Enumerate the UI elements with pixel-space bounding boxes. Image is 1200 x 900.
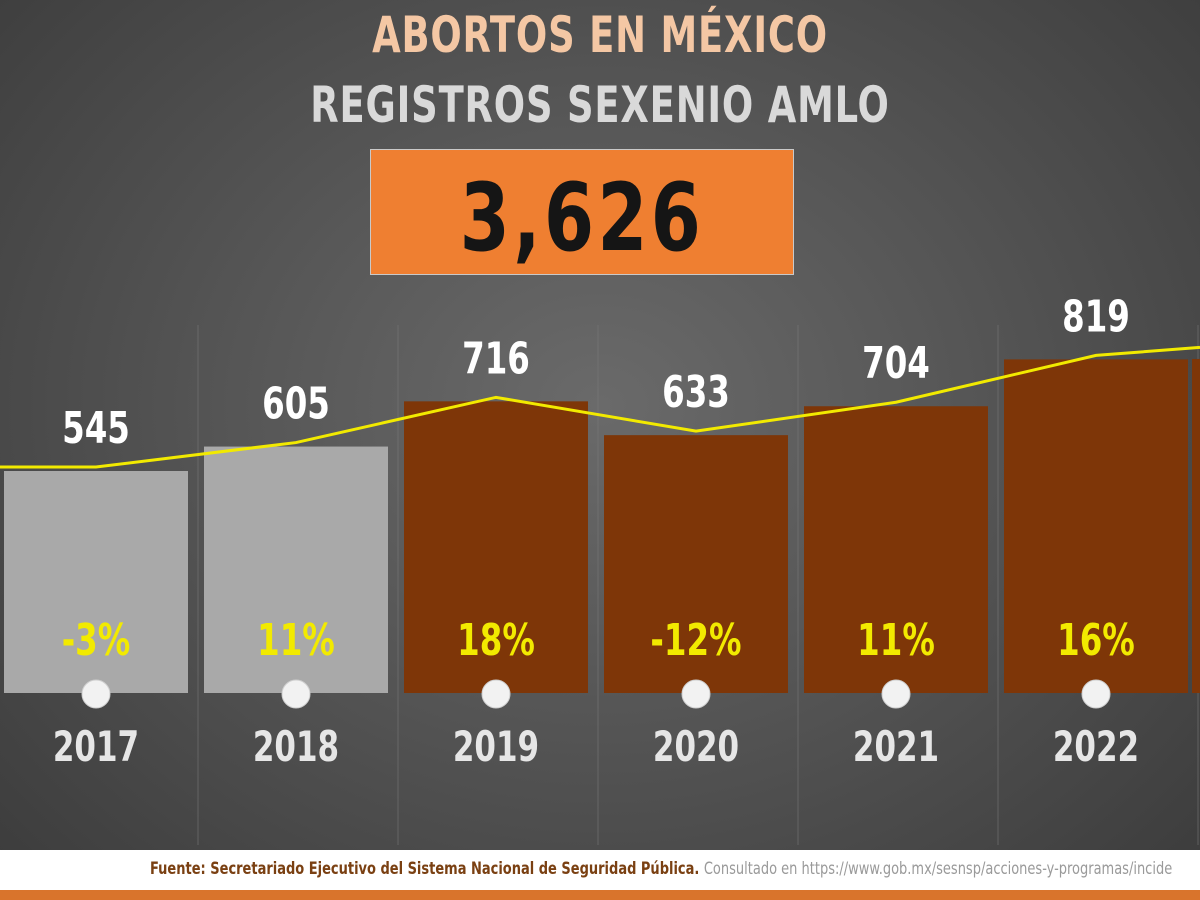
chart-area: ABORTOS EN MÉXICO REGISTROS SEXENIO AMLO…	[0, 6, 1200, 845]
consulted-url: Consultado en https://www.gob.mx/sesnsp/…	[703, 859, 1173, 879]
source-label: Fuente: Secretariado Ejecutivo del Siste…	[150, 859, 700, 879]
value-label-2022: 819	[1062, 292, 1130, 342]
value-label-2018: 605	[262, 379, 330, 429]
source-note: Fuente: Secretariado Ejecutivo del Siste…	[150, 859, 1172, 879]
percent-label-2021: 11%	[857, 616, 935, 666]
year-label-2021: 2021	[853, 723, 939, 772]
year-label-2020: 2020	[653, 723, 739, 772]
footer-accent-bar	[0, 890, 1200, 900]
percent-label-2017: -3%	[62, 616, 131, 666]
percent-label-2019: 18%	[457, 616, 535, 666]
year-label-2022: 2022	[1053, 723, 1139, 772]
bar-2022	[1004, 359, 1188, 693]
bar-2017	[4, 471, 188, 693]
bar-2018	[204, 446, 388, 693]
year-marker-2019	[481, 679, 511, 709]
year-label-2019: 2019	[453, 723, 539, 772]
bar-2019	[404, 401, 588, 693]
year-label-2018: 2018	[253, 723, 339, 772]
value-label-2021: 704	[862, 339, 930, 389]
value-label-2019: 716	[462, 334, 530, 384]
year-marker-2020	[681, 679, 711, 709]
year-marker-2022	[1081, 679, 1111, 709]
bar-next-partial	[1192, 358, 1200, 693]
year-marker-2021	[881, 679, 911, 709]
percent-label-2018: 11%	[257, 616, 335, 666]
year-marker-2017	[81, 679, 111, 709]
percent-label-2022: 16%	[1057, 616, 1135, 666]
total-value: 3,626	[459, 164, 705, 273]
year-marker-2018	[281, 679, 311, 709]
value-label-2017: 545	[62, 404, 130, 454]
bar-2020	[604, 435, 788, 693]
bar-chart: 545 -3% 2017 605 11% 2018 716 18% 2019 633 -12% 202…	[0, 292, 1200, 845]
chart-title: ABORTOS EN MÉXICO	[372, 6, 828, 64]
chart-subtitle: REGISTROS SEXENIO AMLO	[310, 76, 890, 134]
total-box: 3,626	[370, 149, 794, 275]
year-label-2017: 2017	[53, 723, 139, 772]
trend-line	[0, 345, 1200, 469]
percent-label-2020: -12%	[650, 616, 741, 666]
bar-2021	[804, 406, 988, 693]
value-label-2020: 633	[662, 368, 730, 418]
